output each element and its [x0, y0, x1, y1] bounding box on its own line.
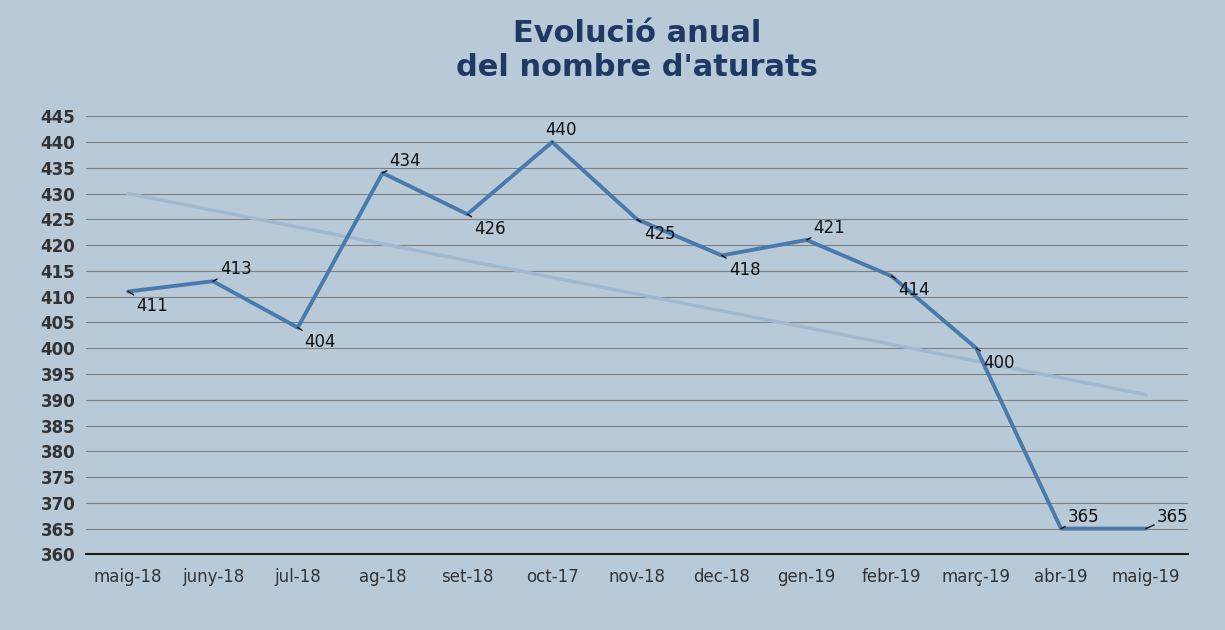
Text: 365: 365	[1145, 508, 1188, 529]
Text: 413: 413	[213, 260, 251, 281]
Text: 400: 400	[976, 348, 1014, 372]
Text: 434: 434	[382, 152, 421, 173]
Text: 426: 426	[468, 214, 506, 238]
Text: 440: 440	[545, 121, 577, 142]
Text: 404: 404	[298, 328, 336, 351]
Text: 414: 414	[892, 276, 930, 299]
Text: 365: 365	[1061, 508, 1100, 529]
Title: Evolució anual
del nombre d'aturats: Evolució anual del nombre d'aturats	[456, 19, 818, 82]
Text: 411: 411	[129, 292, 168, 315]
Text: 418: 418	[722, 255, 761, 279]
Text: 425: 425	[637, 219, 675, 243]
Text: 421: 421	[806, 219, 845, 240]
